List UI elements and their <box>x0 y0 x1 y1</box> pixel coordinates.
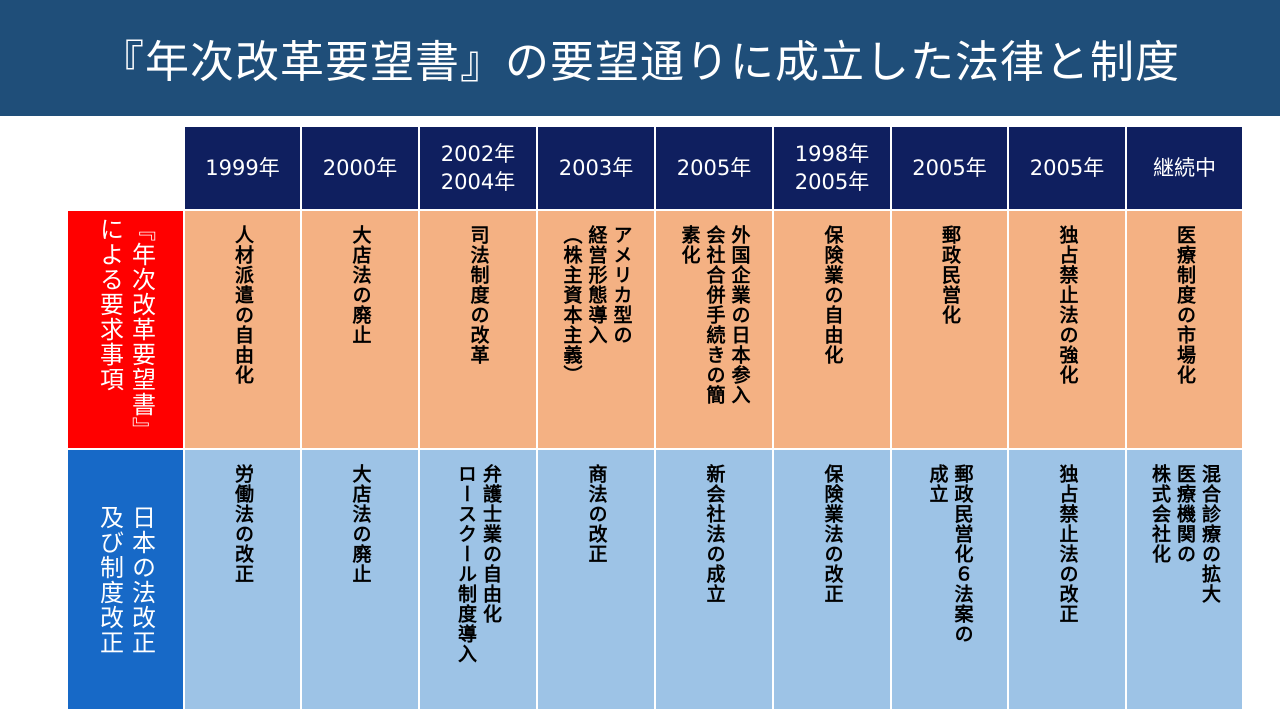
law-cell: 独占禁止法の改正 <box>1009 450 1125 709</box>
year-header: 2002年 2004年 <box>420 127 536 209</box>
law-text: 独占禁止法の改正 <box>1056 464 1079 624</box>
year-label: 2005年 <box>1029 156 1105 180</box>
request-text: アメリカ型の 経営形態導入 （株主資本主義） <box>560 225 633 385</box>
law-cell: 労働法の改正 <box>185 450 300 709</box>
year-label: 継続中 <box>1153 156 1216 180</box>
law-cell: 新会社法の成立 <box>656 450 772 709</box>
year-header: 2005年 <box>892 127 1007 209</box>
law-cell: 大店法の廃止 <box>302 450 418 709</box>
request-cell: 医療制度の市場化 <box>1127 211 1242 448</box>
law-text: 弁護士業の自由化 ロースクール制度導入 <box>455 464 502 664</box>
request-cell: 人材派遣の自由化 <box>185 211 300 448</box>
law-text: 新会社法の成立 <box>703 464 726 604</box>
row-header-requests: 『年次改革要望書』 による要求事項 <box>68 211 183 448</box>
law-cell: 郵政民営化６法案の 成立 <box>892 450 1007 709</box>
law-cell: 弁護士業の自由化 ロースクール制度導入 <box>420 450 536 709</box>
year-label: 2000年 <box>322 156 398 180</box>
request-text: 郵政民営化 <box>939 225 961 325</box>
law-text: 商法の改正 <box>585 464 608 564</box>
year-header: 2005年 <box>1009 127 1125 209</box>
request-text: 独占禁止法の強化 <box>1056 225 1079 385</box>
year-label: 1999年 <box>205 156 280 180</box>
year-label: 2005年 <box>676 156 752 180</box>
law-text: 大店法の廃止 <box>349 464 372 584</box>
row-header-label: 『年次改革要望書』 による要求事項 <box>95 217 156 442</box>
law-text: 保険業法の改正 <box>821 464 844 604</box>
year-header: 1998年 2005年 <box>774 127 890 209</box>
request-text: 外国企業の日本参入 会社合併手続きの簡 素化 <box>678 225 751 405</box>
request-cell: アメリカ型の 経営形態導入 （株主資本主義） <box>538 211 654 448</box>
request-cell: 外国企業の日本参入 会社合併手続きの簡 素化 <box>656 211 772 448</box>
year-label: 2002年 2004年 <box>440 142 516 194</box>
law-cell: 保険業法の改正 <box>774 450 890 709</box>
year-label: 1998年 2005年 <box>794 142 870 194</box>
law-cell: 商法の改正 <box>538 450 654 709</box>
request-text: 医療制度の市場化 <box>1174 225 1196 385</box>
law-text: 混合診療の拡大 医療機関の 株式会社化 <box>1149 464 1221 604</box>
year-header: 2003年 <box>538 127 654 209</box>
request-cell: 保険業の自由化 <box>774 211 890 448</box>
law-text: 労働法の改正 <box>232 464 254 584</box>
table-corner <box>68 127 183 209</box>
request-text: 人材派遣の自由化 <box>232 225 254 385</box>
row-header-label: 日本の法改正 及び制度改正 <box>95 504 156 655</box>
law-cell: 混合診療の拡大 医療機関の 株式会社化 <box>1127 450 1242 709</box>
request-cell: 郵政民営化 <box>892 211 1007 448</box>
year-header: 2005年 <box>656 127 772 209</box>
row-header-laws: 日本の法改正 及び制度改正 <box>68 450 183 709</box>
law-table: 1999年 2000年 2002年 2004年 2003年 2005年 1998… <box>68 127 1242 709</box>
request-cell: 司法制度の改革 <box>420 211 536 448</box>
request-text: 司法制度の改革 <box>467 225 490 365</box>
year-header: 1999年 <box>185 127 300 209</box>
request-text: 大店法の廃止 <box>349 225 372 345</box>
year-label: 2003年 <box>558 156 634 180</box>
year-header: 継続中 <box>1127 127 1242 209</box>
request-cell: 独占禁止法の強化 <box>1009 211 1125 448</box>
request-text: 保険業の自由化 <box>821 225 844 365</box>
law-text: 郵政民営化６法案の 成立 <box>926 464 974 644</box>
request-cell: 大店法の廃止 <box>302 211 418 448</box>
year-label: 2005年 <box>912 156 987 180</box>
slide-title: 『年次改革要望書』の要望通りに成立した法律と制度 <box>0 0 1280 116</box>
year-header: 2000年 <box>302 127 418 209</box>
